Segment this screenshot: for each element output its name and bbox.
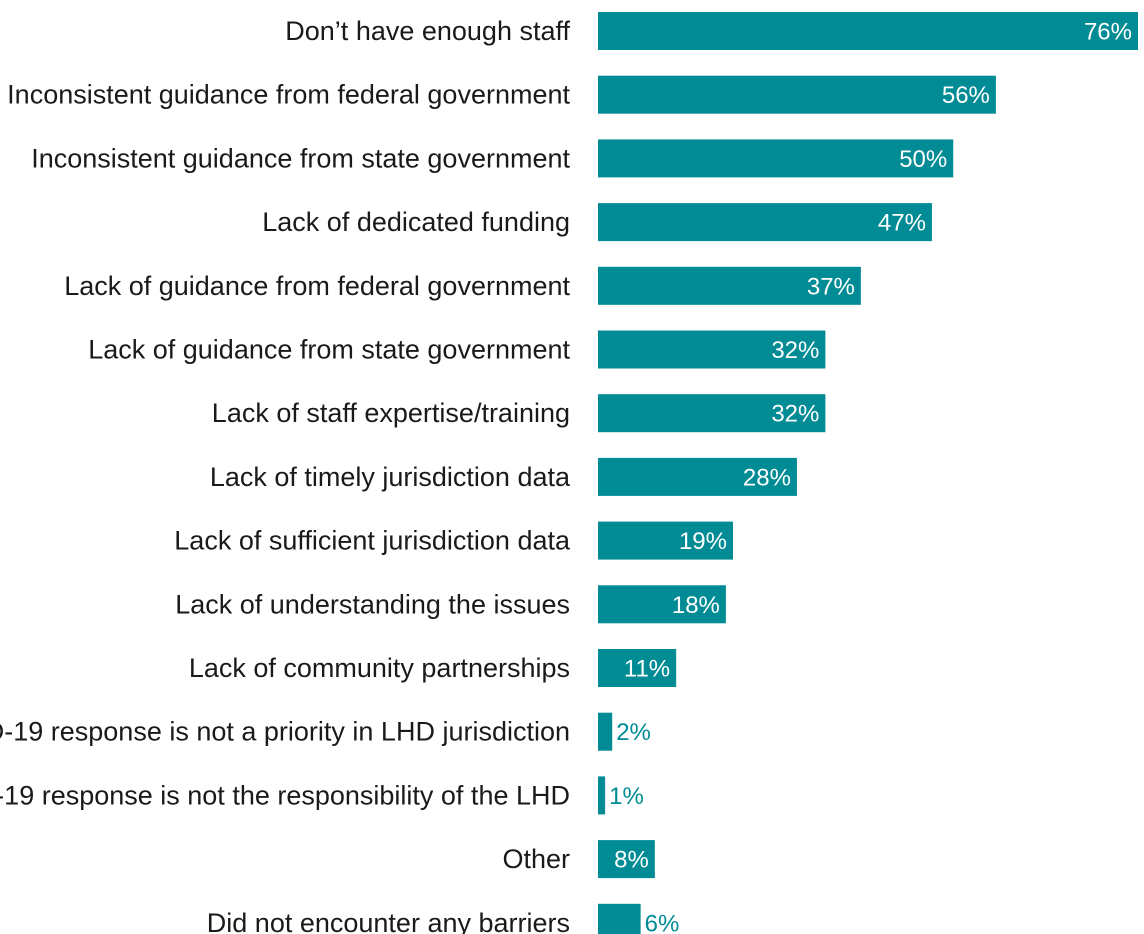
bar <box>598 776 606 815</box>
value-label: 19% <box>679 528 727 555</box>
category-label: Lack of guidance from state government <box>88 335 570 365</box>
bar <box>598 712 613 751</box>
bar <box>598 457 797 496</box>
category-labels: Don’t have enough staff Inconsistent guid… <box>0 16 571 934</box>
value-label: 18% <box>672 592 720 619</box>
bar <box>598 12 1138 50</box>
category-label: Inconsistent guidance from state governm… <box>31 143 570 173</box>
bar <box>598 649 677 687</box>
value-label: 2% <box>616 719 651 746</box>
category-label: Lack of guidance from federal government <box>64 271 570 301</box>
bar <box>598 521 733 560</box>
category-label: Lack of dedicated funding <box>262 207 570 237</box>
value-label: 8% <box>614 847 649 874</box>
category-label: Did not encounter any barriers <box>207 908 570 934</box>
value-label: 6% <box>645 910 680 934</box>
category-label: Lack of community partnerships <box>189 653 570 683</box>
category-label: COVID-19 response is not the responsibil… <box>0 780 570 810</box>
category-label: COVID-19 response is not a priority in L… <box>0 717 570 747</box>
value-label: 50% <box>899 146 947 173</box>
category-label: Lack of timely jurisdiction data <box>210 462 571 492</box>
bar <box>598 266 861 305</box>
bar <box>598 903 641 934</box>
value-label: 32% <box>771 337 819 364</box>
bar <box>598 139 954 178</box>
value-labels: 76% 56% 50% 47% 37% 32% 32% 28% 19% 18% 11% 2% 1% 8% 6… <box>609 19 1132 934</box>
category-label: Lack of sufficient jurisdiction data <box>174 526 571 556</box>
category-label: Lack of understanding the issues <box>175 589 570 619</box>
value-label: 11% <box>624 656 670 683</box>
bars <box>598 12 1138 934</box>
value-label: 47% <box>878 210 926 237</box>
bar <box>598 394 826 433</box>
category-label: Don’t have enough staff <box>285 16 570 46</box>
bar <box>598 203 932 242</box>
bar <box>598 840 655 879</box>
value-label: 76% <box>1084 19 1132 46</box>
bar <box>598 330 826 369</box>
category-label: Inconsistent guidance from federal gover… <box>7 80 570 110</box>
bar <box>598 75 996 114</box>
category-label: Lack of staff expertise/training <box>212 398 570 428</box>
bar <box>598 585 726 624</box>
value-label: 28% <box>743 464 791 491</box>
category-label: Other <box>502 844 570 874</box>
value-label: 37% <box>807 273 855 300</box>
value-label: 56% <box>942 82 990 109</box>
value-label: 1% <box>609 783 644 810</box>
value-label: 32% <box>771 401 819 428</box>
